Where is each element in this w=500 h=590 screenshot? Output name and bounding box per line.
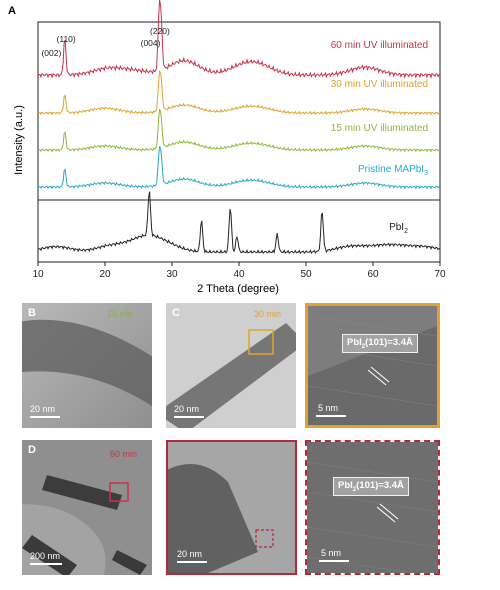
panel-label-d: D (28, 444, 36, 456)
selection-box-d (109, 482, 129, 502)
scale-bar-d (30, 563, 62, 565)
x-tick-label: 20 (99, 269, 111, 280)
panel-label-c: C (172, 307, 180, 319)
legend-label: 30 min UV illuminated (331, 79, 428, 90)
x-tick-label: 10 (32, 269, 44, 280)
legend-label: Pristine MAPbI3 (358, 164, 428, 177)
peak-annotation: (110) (57, 34, 76, 44)
scale-text-c: 20 nm (174, 404, 200, 414)
tem-image-d-zoom: 20 nm (166, 440, 297, 575)
x-tick-label: 30 (166, 269, 178, 280)
series-line (37, 191, 441, 255)
panel-label-a: A (8, 5, 16, 17)
series-line (37, 146, 441, 190)
scale-text-d-zoom: 20 nm (177, 549, 203, 559)
x-tick-label: 70 (434, 269, 446, 280)
x-axis-label: 2 Theta (degree) (197, 283, 279, 295)
scale-bar-d-zoom (177, 561, 207, 563)
peak-annotation: (004) (141, 38, 161, 48)
tem-image-c: C 30 min 20 nm (166, 303, 296, 428)
scale-bar-c (174, 416, 204, 418)
tem-image-d: D 60 min 200 nm (22, 440, 152, 575)
panel-label-b: B (28, 307, 36, 319)
x-tick-label: 40 (233, 269, 245, 280)
peak-annotation: (220) (150, 26, 170, 36)
lattice-label-c: PbI2(101)=3.4Å (342, 334, 418, 353)
legend-label: 15 min UV illuminated (331, 123, 428, 134)
hrtem-image-d: PbI2(101)=3.4Å 5 nm (305, 440, 440, 575)
selection-box-d-zoom (255, 529, 274, 548)
scale-text-c-zoom: 5 nm (318, 403, 339, 413)
time-label-c: 30 min (254, 309, 282, 319)
scale-text-d-hrtem: 5 nm (321, 548, 342, 558)
x-tick-label: 50 (300, 269, 312, 280)
scale-bar-b (30, 416, 60, 418)
plot-frame-lower (37, 199, 441, 263)
series-line (37, 69, 441, 116)
scale-bar-c-zoom (316, 415, 346, 417)
time-label-d: 60 min (110, 449, 138, 459)
x-tick-label: 60 (367, 269, 379, 280)
tem-image-b: B 15 min 20 nm (22, 303, 152, 428)
xrd-chart: A 10 20 30 40 50 60 70 60 min UV illuminated 30 … (8, 0, 446, 295)
series-line (37, 109, 441, 153)
y-axis-label: Intensity (a.u.) (13, 105, 25, 175)
lattice-label-d: PbI2(101)=3.4Å (333, 477, 409, 496)
legend-label: PbI2 (389, 222, 408, 235)
scale-bar-d-hrtem (319, 560, 349, 562)
time-label-b: 15 min (107, 309, 135, 319)
scale-text-d: 200 nm (30, 551, 61, 561)
selection-box-c (248, 329, 274, 355)
peak-annotation: (002) (41, 48, 61, 58)
legend-label: 60 min UV illuminated (331, 40, 428, 51)
series-line (37, 0, 441, 79)
scale-text-b: 20 nm (30, 404, 56, 414)
hrtem-image-c: PbI2(101)=3.4Å 5 nm (305, 303, 440, 428)
